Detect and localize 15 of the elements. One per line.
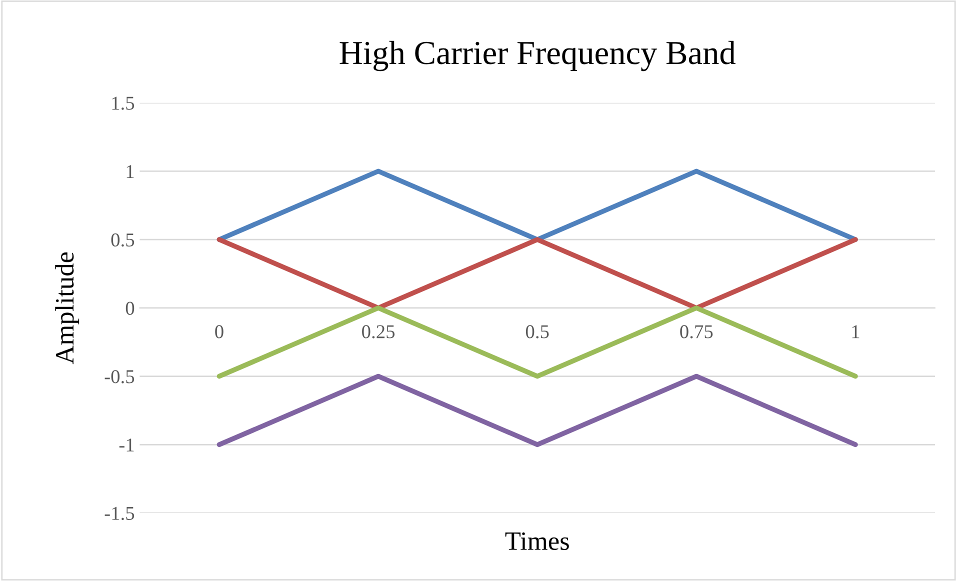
x-axis-title: Times: [505, 532, 569, 550]
x-tick-label: 0.25: [362, 325, 395, 338]
y-tick-label: -1: [119, 438, 134, 452]
y-tick-label: 1: [126, 165, 134, 178]
chart-title: High Carrier Frequency Band: [340, 40, 736, 72]
x-tick-label: 1: [852, 325, 860, 338]
x-tick-label: 0: [215, 325, 224, 338]
x-tick-label: 0.75: [680, 325, 713, 338]
y-tick-label: 1.5: [112, 96, 134, 110]
y-tick-label: -1.5: [104, 506, 134, 520]
y-tick-label: 0.5: [111, 233, 134, 247]
y-axis-title: Amplitude: [55, 252, 80, 364]
y-tick-label: 0: [126, 302, 134, 315]
x-tick-label: 0.5: [526, 325, 549, 338]
y-tick-label: -0.5: [104, 370, 134, 384]
